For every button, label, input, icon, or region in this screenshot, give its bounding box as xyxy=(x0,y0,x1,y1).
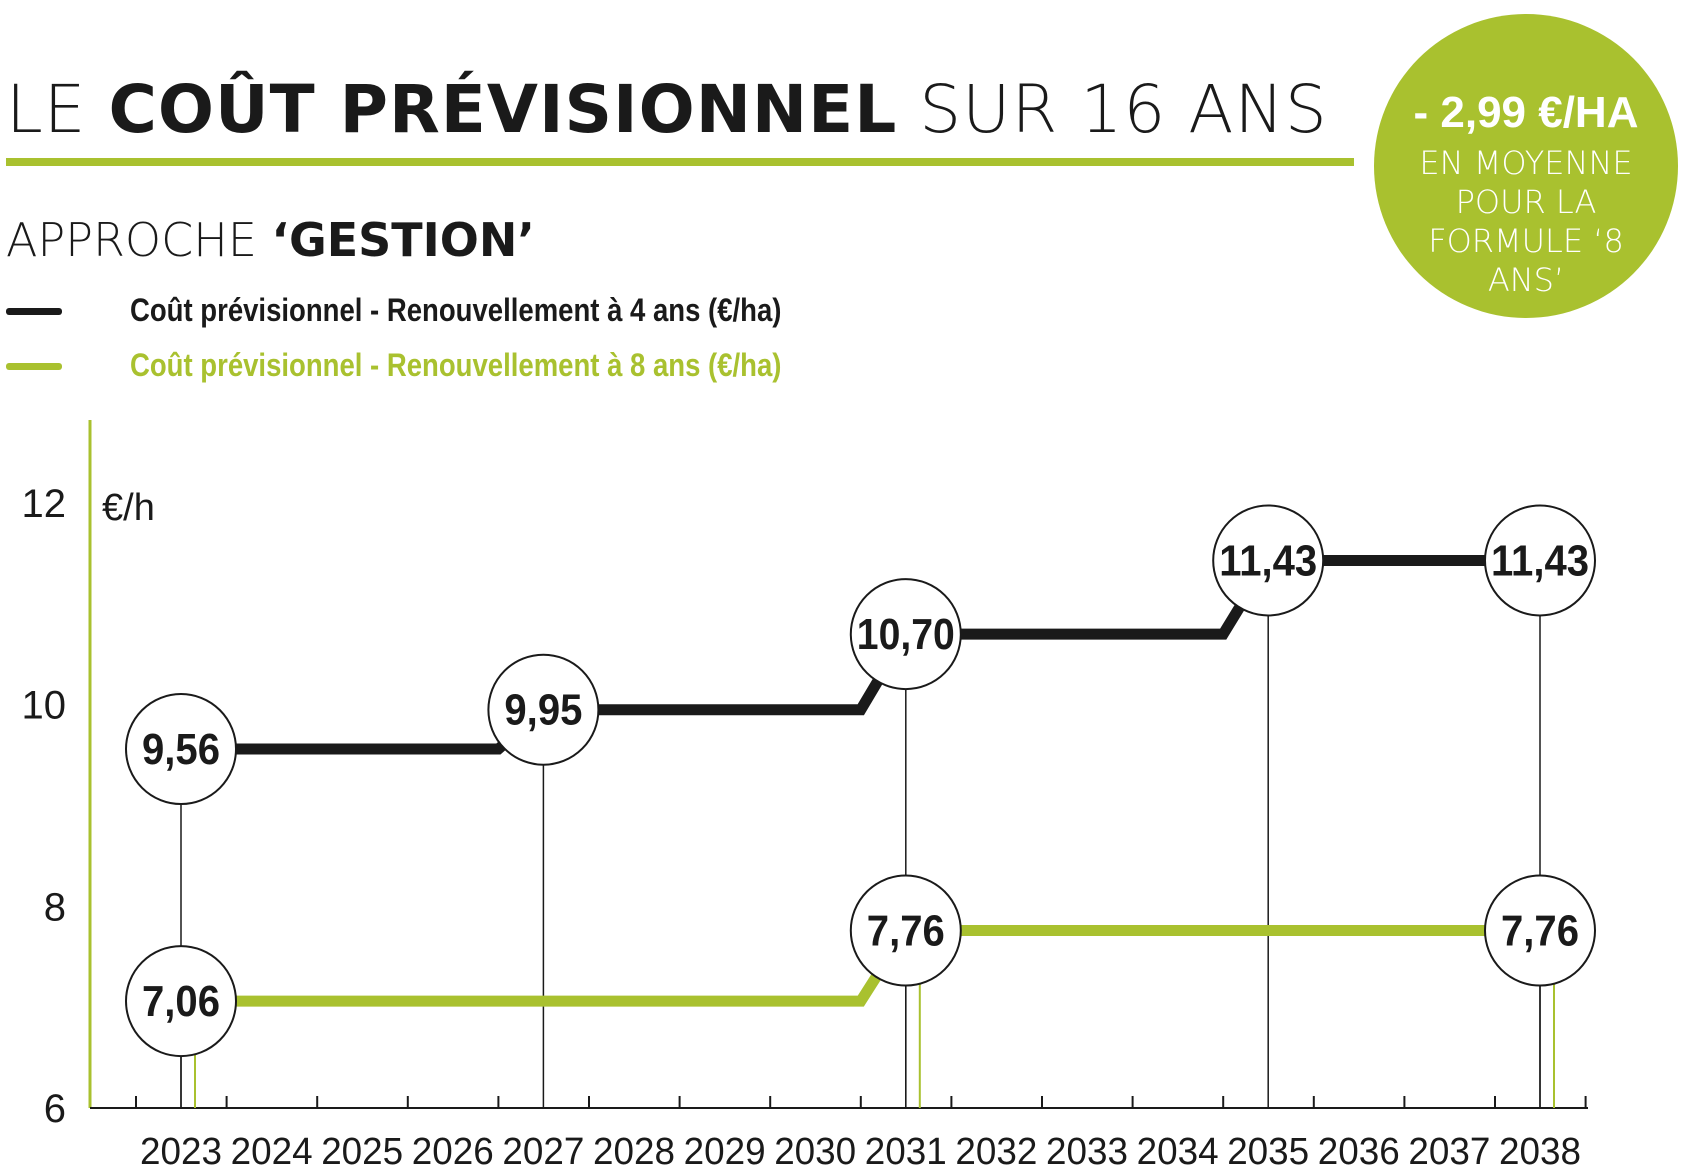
legend-swatch-green xyxy=(6,363,62,370)
x-tick-label: 2031 xyxy=(865,1131,947,1173)
data-point-circle xyxy=(487,653,600,766)
x-tick-label: 2032 xyxy=(955,1131,1037,1173)
x-tick-label: 2034 xyxy=(1137,1131,1219,1173)
data-point-circle xyxy=(125,693,237,806)
y-axis-label: €/h xyxy=(102,487,155,529)
subtitle-part-bold: ‘GESTION’ xyxy=(271,213,535,267)
x-tick-label: 2029 xyxy=(684,1131,766,1173)
subtitle-part-pre: APPROCHE xyxy=(6,213,272,267)
legend-swatch-black xyxy=(6,308,62,315)
legend-label-4-ans: Coût prévisionnel - Renouvellement à 4 a… xyxy=(130,292,782,328)
x-tick-label: 2033 xyxy=(1046,1131,1128,1173)
y-tick-label: 8 xyxy=(44,885,66,929)
savings-badge: - 2,99 €/HA EN MOYENNE POUR LA FORMULE ‘… xyxy=(1374,14,1678,318)
x-tick-label: 2024 xyxy=(231,1131,313,1173)
y-tick-label: 12 xyxy=(22,482,67,526)
data-label: 11,43 xyxy=(1491,536,1589,585)
data-point-circle xyxy=(125,945,237,1058)
data-point-circle xyxy=(849,874,962,987)
x-tick-label: 2030 xyxy=(774,1131,856,1173)
badge-amount: - 2,99 €/HA xyxy=(1413,88,1639,137)
data-label: 7,76 xyxy=(867,907,945,956)
page-title: LE COÛT PRÉVISIONNEL SUR 16 ANS xyxy=(6,70,1328,150)
x-tick-label: 2028 xyxy=(593,1131,675,1173)
x-tick-label: 2027 xyxy=(502,1131,584,1173)
data-label: 9,56 xyxy=(142,725,220,774)
data-point-circle xyxy=(1484,504,1596,617)
legend-label-8-ans: Coût prévisionnel - Renouvellement à 8 a… xyxy=(130,347,782,383)
badge-text: EN MOYENNE POUR LA FORMULE ‘8 ANS’ xyxy=(1419,144,1633,299)
data-point-circle xyxy=(849,578,962,691)
data-point-circle xyxy=(1212,504,1325,617)
title-part-post: SUR 16 ANS xyxy=(897,71,1328,148)
data-label: 11,43 xyxy=(1219,536,1317,585)
y-tick-label: 6 xyxy=(44,1087,66,1131)
title-part-bold: COÛT PRÉVISIONNEL xyxy=(108,71,898,148)
x-tick-label: 2025 xyxy=(321,1131,403,1173)
series-line-8-ans xyxy=(181,925,1540,1007)
title-underline xyxy=(6,158,1354,166)
page-subtitle: APPROCHE ‘GESTION’ xyxy=(6,212,535,268)
x-tick-label: 2023 xyxy=(140,1131,222,1173)
data-label: 9,95 xyxy=(504,686,582,735)
y-tick-label: 10 xyxy=(22,684,67,728)
x-tick-label: 2026 xyxy=(412,1131,494,1173)
data-label: 7,06 xyxy=(142,977,220,1026)
x-tick-label: 2038 xyxy=(1499,1131,1581,1173)
data-label: 10,70 xyxy=(857,610,955,659)
x-tick-label: 2036 xyxy=(1318,1131,1400,1173)
x-tick-label: 2035 xyxy=(1227,1131,1309,1173)
title-part-pre: LE xyxy=(6,71,109,148)
x-tick-label: 2037 xyxy=(1408,1131,1490,1173)
data-label: 7,76 xyxy=(1501,907,1579,956)
data-point-circle xyxy=(1484,874,1596,987)
